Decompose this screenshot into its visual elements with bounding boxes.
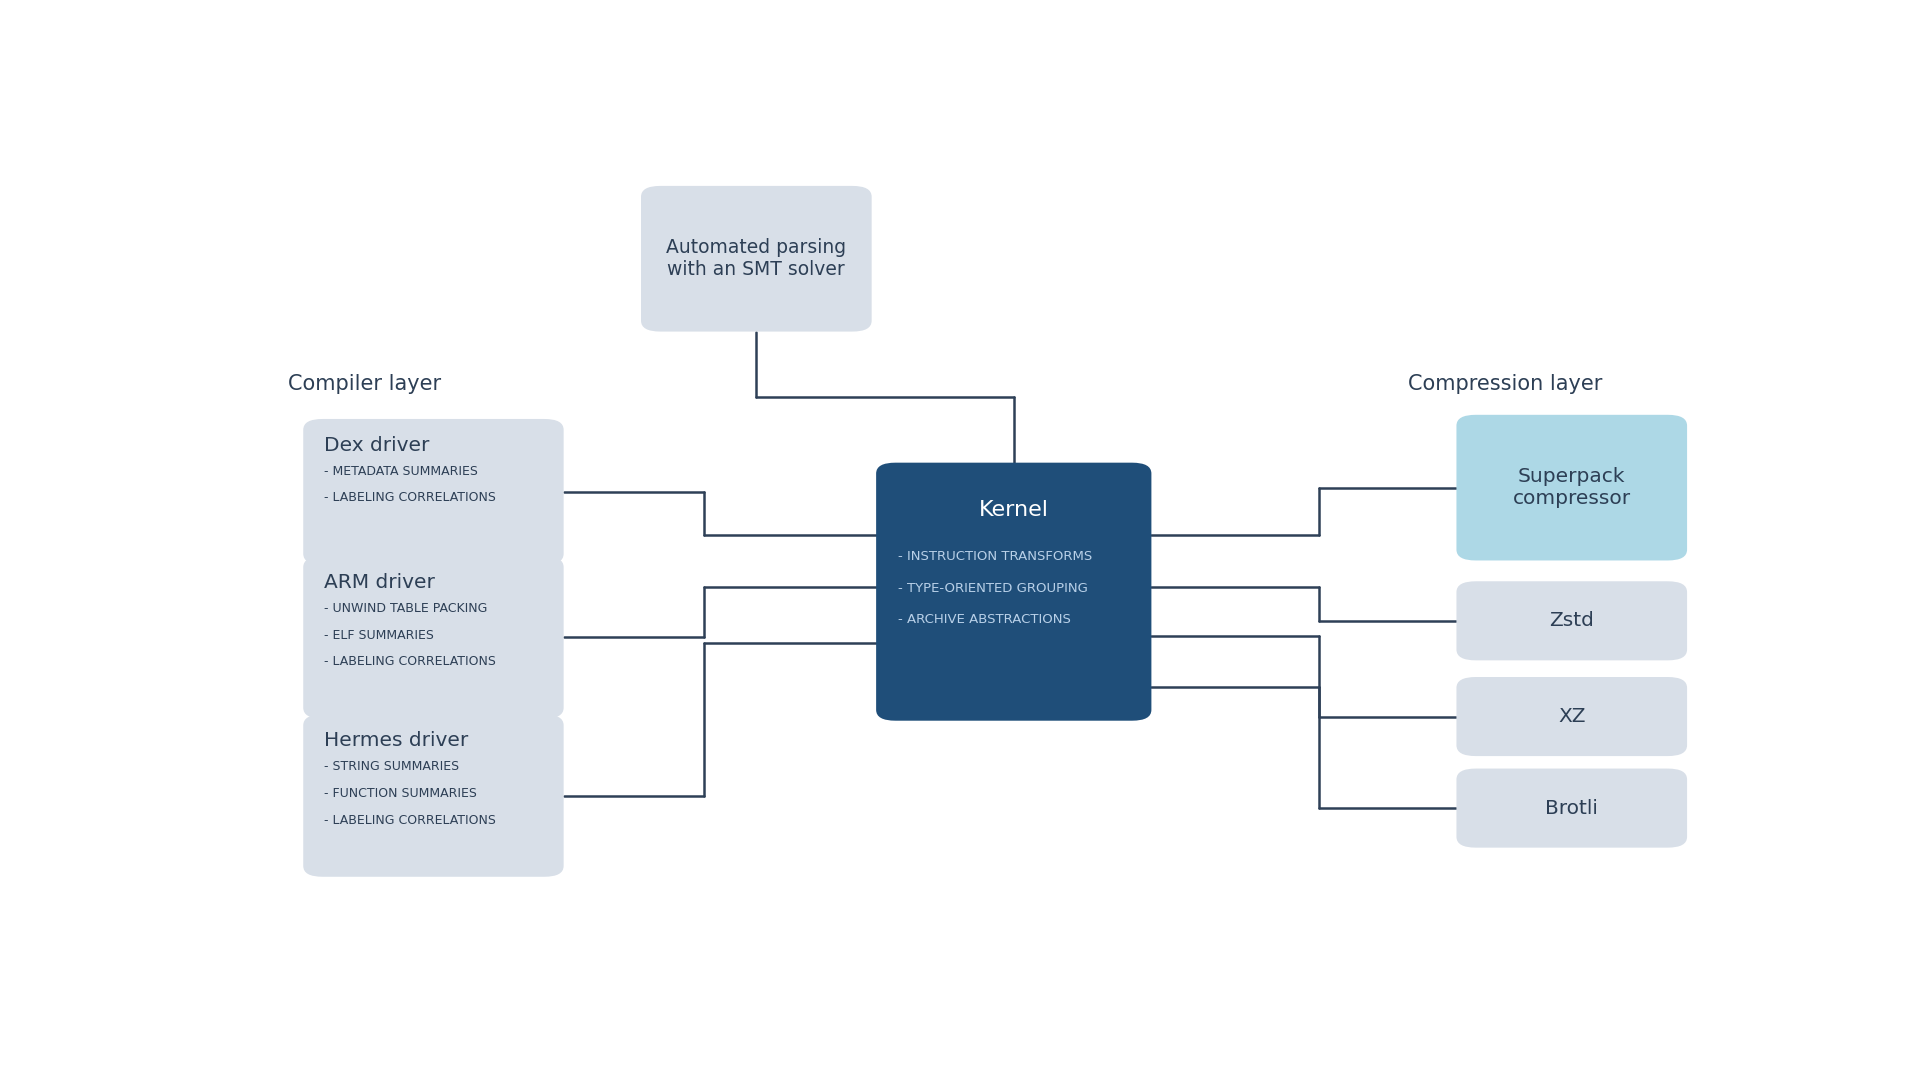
Text: - TYPE-ORIENTED GROUPING: - TYPE-ORIENTED GROUPING	[899, 582, 1089, 595]
Text: Kernel: Kernel	[979, 501, 1048, 520]
Text: - UNWIND TABLE PACKING: - UNWIND TABLE PACKING	[324, 602, 488, 615]
Text: Brotli: Brotli	[1546, 799, 1597, 817]
FancyBboxPatch shape	[303, 715, 564, 877]
FancyBboxPatch shape	[1457, 677, 1688, 756]
FancyBboxPatch shape	[1457, 582, 1688, 660]
FancyBboxPatch shape	[1457, 769, 1688, 848]
Text: Superpack
compressor: Superpack compressor	[1513, 467, 1630, 508]
Text: - FUNCTION SUMMARIES: - FUNCTION SUMMARIES	[324, 787, 476, 800]
Text: - METADATA SUMMARIES: - METADATA SUMMARIES	[324, 465, 478, 478]
Text: XZ: XZ	[1557, 707, 1586, 726]
Text: Hermes driver: Hermes driver	[324, 731, 468, 750]
FancyBboxPatch shape	[303, 419, 564, 564]
Text: Zstd: Zstd	[1549, 612, 1594, 630]
FancyBboxPatch shape	[303, 557, 564, 719]
Text: - ELF SUMMARIES: - ELF SUMMARIES	[324, 629, 434, 642]
FancyBboxPatch shape	[641, 186, 872, 332]
Text: Automated parsing
with an SMT solver: Automated parsing with an SMT solver	[666, 238, 847, 279]
FancyBboxPatch shape	[1457, 415, 1688, 560]
Text: - LABELING CORRELATIONS: - LABELING CORRELATIONS	[324, 814, 495, 827]
Text: Compression layer: Compression layer	[1407, 374, 1603, 393]
Text: - STRING SUMMARIES: - STRING SUMMARIES	[324, 760, 459, 773]
Text: Dex driver: Dex driver	[324, 436, 430, 455]
Text: ARM driver: ARM driver	[324, 573, 436, 592]
Text: Compiler layer: Compiler layer	[288, 374, 442, 393]
Text: - ARCHIVE ABSTRACTIONS: - ARCHIVE ABSTRACTIONS	[899, 613, 1071, 626]
Text: - LABELING CORRELATIONS: - LABELING CORRELATIONS	[324, 655, 495, 668]
Text: - LABELING CORRELATIONS: - LABELING CORRELATIONS	[324, 492, 495, 505]
Text: - INSTRUCTION TRANSFORMS: - INSTRUCTION TRANSFORMS	[899, 550, 1092, 563]
FancyBboxPatch shape	[876, 463, 1152, 721]
